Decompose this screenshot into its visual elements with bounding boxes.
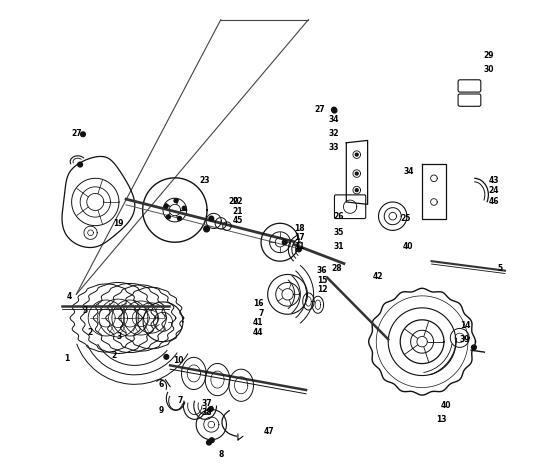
Text: 28: 28 (331, 264, 342, 273)
Text: 2: 2 (88, 328, 93, 337)
Text: 19: 19 (113, 219, 124, 228)
Text: 10: 10 (174, 356, 184, 365)
Polygon shape (355, 172, 358, 175)
Text: 39: 39 (460, 335, 470, 344)
Polygon shape (332, 108, 337, 113)
Text: 35: 35 (334, 228, 344, 238)
Polygon shape (166, 215, 170, 219)
Polygon shape (282, 240, 287, 245)
Text: 37: 37 (202, 399, 212, 408)
Polygon shape (81, 132, 85, 137)
Polygon shape (164, 354, 169, 359)
Text: 23: 23 (199, 176, 210, 185)
Text: 12: 12 (317, 285, 328, 294)
Text: 33: 33 (329, 143, 339, 152)
Text: 24: 24 (488, 186, 499, 195)
Polygon shape (174, 199, 178, 202)
Polygon shape (472, 345, 477, 350)
Text: 47: 47 (263, 427, 274, 436)
Text: 2: 2 (111, 352, 116, 361)
Text: 32: 32 (329, 129, 339, 138)
Text: 42: 42 (372, 272, 383, 281)
Polygon shape (204, 226, 209, 232)
Text: 27: 27 (72, 129, 82, 138)
Text: 18: 18 (294, 224, 305, 233)
Polygon shape (178, 217, 181, 220)
Text: 5: 5 (498, 264, 503, 273)
Polygon shape (297, 247, 301, 252)
Text: 3: 3 (83, 306, 88, 315)
Text: 7: 7 (258, 309, 263, 318)
Text: 6: 6 (158, 380, 164, 389)
Text: 43: 43 (488, 176, 499, 185)
Text: 27: 27 (314, 105, 325, 114)
Polygon shape (209, 438, 214, 443)
Text: 34: 34 (329, 114, 339, 124)
Polygon shape (355, 153, 358, 156)
Polygon shape (182, 206, 186, 210)
Text: 21: 21 (232, 207, 243, 216)
Text: 40: 40 (441, 401, 451, 410)
Text: 7: 7 (178, 397, 183, 405)
Text: 34: 34 (403, 167, 414, 176)
Text: 31: 31 (333, 242, 344, 251)
Polygon shape (332, 107, 337, 112)
Text: 13: 13 (436, 415, 447, 424)
Text: 22: 22 (232, 198, 243, 207)
Text: 38: 38 (202, 408, 212, 417)
Polygon shape (208, 407, 213, 411)
Text: 30: 30 (484, 65, 494, 74)
Text: 17: 17 (294, 233, 305, 242)
Polygon shape (207, 440, 211, 445)
Polygon shape (355, 189, 358, 191)
Polygon shape (78, 162, 82, 167)
Text: 4: 4 (67, 292, 72, 301)
Polygon shape (209, 216, 214, 221)
Text: 25: 25 (401, 214, 411, 223)
Text: 8: 8 (218, 450, 223, 459)
Text: 45: 45 (232, 217, 243, 226)
Text: 9: 9 (158, 406, 164, 415)
Text: 15: 15 (317, 276, 327, 285)
Text: 14: 14 (460, 321, 470, 330)
Text: 1: 1 (64, 354, 69, 363)
Text: 44: 44 (253, 328, 263, 337)
Text: 46: 46 (488, 198, 499, 207)
Polygon shape (164, 204, 168, 208)
Text: 26: 26 (333, 212, 344, 221)
Text: 40: 40 (402, 242, 413, 251)
Text: 11: 11 (294, 242, 305, 251)
Text: 3: 3 (116, 332, 122, 342)
Text: 20: 20 (228, 198, 239, 207)
Text: 16: 16 (253, 299, 263, 308)
Text: 41: 41 (253, 318, 263, 327)
Text: 36: 36 (317, 266, 328, 275)
Text: 29: 29 (484, 51, 494, 60)
